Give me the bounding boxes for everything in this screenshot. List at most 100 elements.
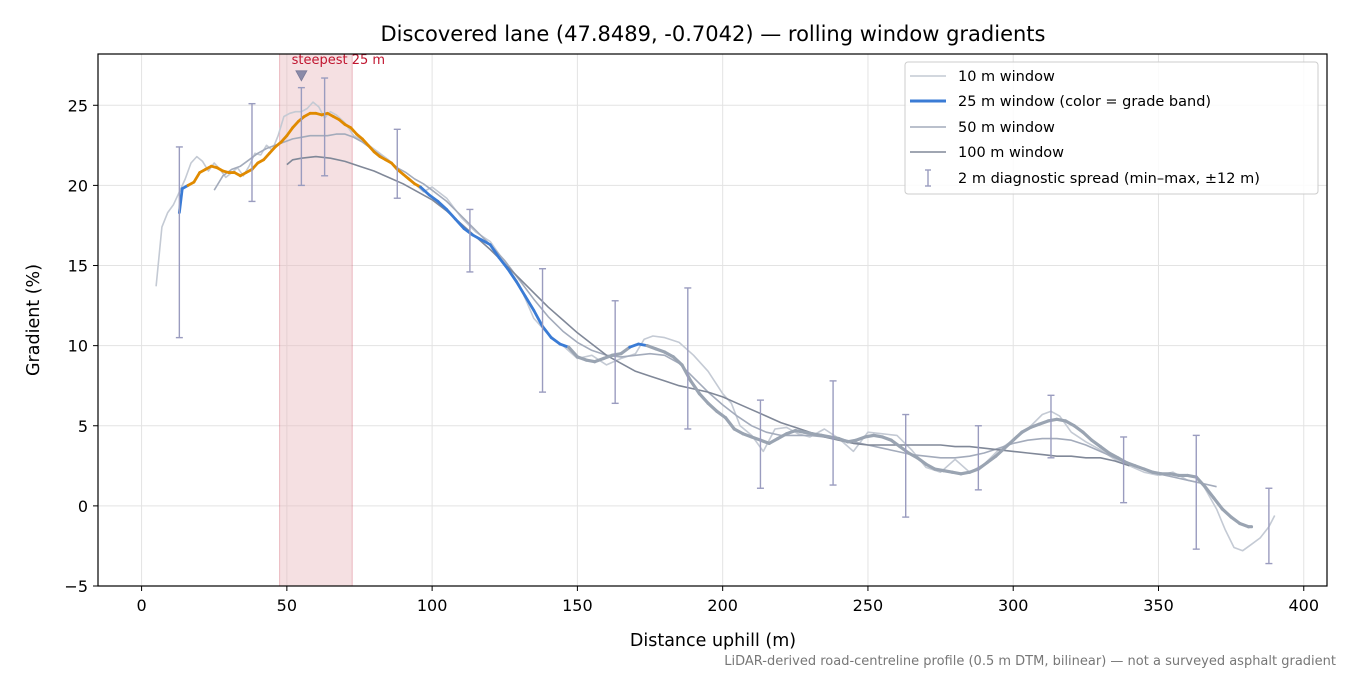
- series-25m-segment: [1220, 507, 1233, 519]
- diagnostic-errorbar: [175, 146, 183, 339]
- series-25m-segment: [706, 401, 719, 413]
- series-25m-segment: [767, 436, 780, 445]
- series-25m-segment: [1212, 496, 1225, 511]
- series-25m-segment: [445, 208, 457, 221]
- series-25m-segment: [1072, 424, 1085, 434]
- x-tick-label: 300: [998, 596, 1029, 615]
- series-25m-segment: [994, 446, 1007, 458]
- series-25m-segment: [567, 345, 579, 359]
- series-25m-segment: [776, 432, 789, 441]
- diagnostic-errorbar: [297, 86, 305, 187]
- series-25m-segment: [898, 444, 911, 455]
- diagnostic-errorbar: [1265, 487, 1273, 565]
- series-25m-segment: [915, 456, 928, 466]
- series-25m-segment: [1203, 485, 1216, 500]
- legend-label-10m: 10 m window: [958, 69, 1055, 85]
- y-tick-labels: −5 0 5 10 15 20 25: [64, 96, 88, 596]
- series-25m-segment: [471, 233, 483, 242]
- legend-swatch-errorbar: [925, 169, 931, 187]
- x-tick-label: 250: [853, 596, 884, 615]
- series-25m-segment: [1020, 425, 1033, 434]
- series-50m-line: [213, 133, 1217, 488]
- legend-frame: [904, 61, 1319, 195]
- series-25m-segment: [662, 350, 675, 359]
- y-tick-label: 15: [68, 257, 88, 276]
- series-25m-segment: [1107, 451, 1120, 460]
- footnote: LiDAR-derived road-centreline profile (0…: [724, 654, 1336, 669]
- series-25m-segment: [532, 308, 544, 328]
- series-25m-segment: [619, 345, 632, 356]
- series-25m-segment: [1081, 430, 1094, 442]
- series-25m-segment: [723, 416, 736, 431]
- series-25m-segment: [1194, 475, 1207, 489]
- series-25m-segment: [541, 325, 553, 340]
- series-25m-segment: [268, 145, 277, 155]
- series-25m-segment: [514, 280, 527, 298]
- series-25m-segment: [349, 126, 358, 136]
- y-tick-label: 0: [78, 497, 88, 516]
- steepest-label: steepest 25 m: [292, 53, 385, 68]
- series-25m-segment: [976, 461, 989, 471]
- series-25m-segment: [1011, 430, 1024, 442]
- diagnostic-errorbar: [248, 102, 256, 203]
- y-tick-label: 25: [68, 96, 88, 115]
- annotation-layer: steepest 25 m: [292, 53, 385, 82]
- x-axis-label: Distance uphill (m): [630, 631, 796, 651]
- diagnostic-errorbar: [1120, 436, 1128, 504]
- series-25m-segment: [697, 392, 710, 405]
- y-axis-label: Gradient (%): [24, 264, 44, 376]
- series-25m-segment: [366, 143, 376, 154]
- diagnostic-errorbar: [1047, 394, 1055, 459]
- series-25m-segment: [985, 454, 998, 465]
- series-25m-segment: [1098, 444, 1111, 455]
- series-25m-segment: [1090, 438, 1102, 449]
- diagnostic-errorbar: [466, 208, 474, 273]
- series-25m-segment: [360, 137, 370, 147]
- x-tick-label: 200: [707, 596, 738, 615]
- x-tick-label: 150: [562, 596, 593, 615]
- legend-label-50m: 50 m window: [958, 120, 1055, 136]
- series-25m-segment: [523, 294, 536, 312]
- series-25m-segment: [480, 238, 492, 247]
- y-tick-label: 5: [78, 417, 88, 436]
- series-25m-segment: [192, 171, 202, 184]
- x-tick-labels: 0 50 100 150 200 250 300 350 400: [136, 596, 1319, 615]
- series-25m-segment: [506, 267, 518, 283]
- x-tick-label: 0: [136, 596, 146, 615]
- x-tick-label: 50: [277, 596, 297, 615]
- series-25m-segment: [628, 342, 640, 349]
- diagnostic-errorbar: [974, 425, 982, 491]
- series-25m-segment: [1229, 515, 1242, 526]
- diagnostic-errorbar: [321, 77, 329, 177]
- chart-title: Discovered lane (47.8489, -0.7042) — rol…: [381, 22, 1046, 46]
- series-25m-segment: [1063, 419, 1076, 428]
- series-25m-segment: [390, 161, 399, 171]
- x-tick-label: 350: [1143, 596, 1174, 615]
- diagnostic-errorbar: [1192, 434, 1200, 550]
- legend-label-25m: 25 m window (color = grade band): [958, 94, 1211, 110]
- series-25m-segment: [453, 217, 466, 231]
- diagnostic-errorbar: [611, 300, 619, 405]
- diagnostic-spread-layer: [175, 77, 1273, 565]
- series-25m-segment: [680, 363, 693, 383]
- y-tick-label: 20: [68, 176, 88, 195]
- series-25m-segment: [436, 200, 449, 211]
- series-25m-segment: [419, 185, 431, 197]
- series-25m-segment: [1002, 438, 1015, 450]
- series-25m-segment: [279, 134, 289, 144]
- series-25m-segment: [715, 409, 728, 420]
- legend-label-100m: 100 m window: [958, 145, 1064, 161]
- diagnostic-errorbar: [393, 128, 401, 199]
- series-25m-segment: [1116, 456, 1129, 465]
- series-25m-segment: [262, 151, 271, 162]
- series-25m-segment: [291, 119, 300, 130]
- series-100m-line: [286, 155, 1130, 467]
- diagnostic-errorbar: [539, 268, 547, 393]
- series-25m-segment: [285, 126, 295, 138]
- legend: 10 m window 25 m window (color = grade b…: [904, 61, 1319, 195]
- series-25m-segment: [497, 256, 510, 271]
- series-25m-segment: [250, 161, 260, 171]
- y-tick-label: 10: [68, 337, 88, 356]
- series-25m-segment: [889, 438, 902, 449]
